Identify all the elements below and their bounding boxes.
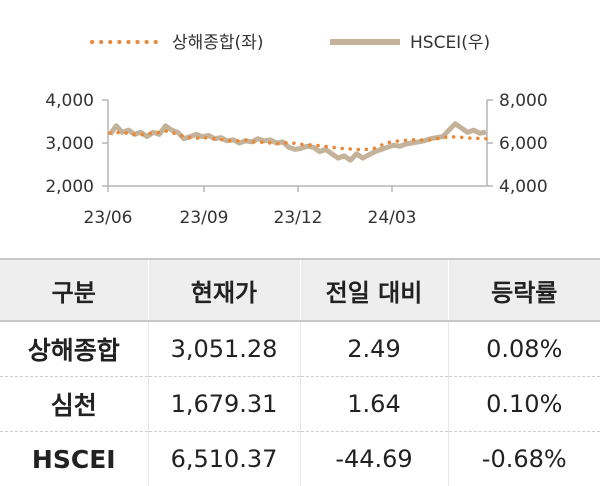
row-current-price: 1,679.31	[148, 377, 300, 432]
right-tick-label: 4,000	[499, 177, 548, 197]
header-category: 구분	[0, 259, 148, 321]
row-current-price: 3,051.28	[148, 321, 300, 377]
quote-table-container: 구분 현재가 전일 대비 등락률 상해종합 3,051.28 2.49 0.08…	[0, 258, 600, 480]
row-change: 1.64	[300, 377, 448, 432]
chart-axes: 4,000 3,000 2,000 8,000 6,000 4,000 23/06 23/09…	[45, 91, 547, 228]
x-tick-label: 23/06	[84, 208, 133, 228]
series-line-hscei	[110, 124, 486, 161]
legend-label-series2: HSCEI(우)	[410, 33, 490, 53]
legend-label-series1: 상해종합(좌)	[172, 33, 263, 53]
row-change-rate: 0.10%	[448, 377, 600, 432]
left-tick-label: 2,000	[45, 177, 94, 197]
index-line-chart: 상해종합(좌) HSCEI(우) 4,000 3,000 2,000 8,000 6,0…	[0, 0, 600, 255]
right-tick-label: 6,000	[499, 134, 548, 154]
row-label: 심천	[0, 377, 148, 432]
row-change: -44.69	[300, 432, 448, 486]
left-tick-label: 3,000	[45, 134, 94, 154]
row-change-rate: -0.68%	[448, 432, 600, 486]
row-change: 2.49	[300, 321, 448, 377]
left-tick-label: 4,000	[45, 91, 94, 111]
x-tick-label: 23/09	[180, 208, 229, 228]
quote-table: 구분 현재가 전일 대비 등락률 상해종합 3,051.28 2.49 0.08…	[0, 258, 600, 486]
row-change-rate: 0.08%	[448, 321, 600, 377]
right-tick-label: 8,000	[499, 91, 548, 111]
row-label: HSCEI	[0, 432, 148, 486]
table-row: 상해종합 3,051.28 2.49 0.08%	[0, 321, 600, 377]
table-row: HSCEI 6,510.37 -44.69 -0.68%	[0, 432, 600, 486]
row-current-price: 6,510.37	[148, 432, 300, 486]
header-current-price: 현재가	[148, 259, 300, 321]
legend: 상해종합(좌) HSCEI(우)	[92, 33, 490, 53]
header-change: 전일 대비	[300, 259, 448, 321]
x-tick-label: 24/03	[368, 208, 417, 228]
table-row: 심천 1,679.31 1.64 0.10%	[0, 377, 600, 432]
row-label: 상해종합	[0, 321, 148, 377]
header-change-rate: 등락률	[448, 259, 600, 321]
chart-series	[110, 124, 486, 161]
table-header-row: 구분 현재가 전일 대비 등락률	[0, 259, 600, 321]
x-tick-label: 23/12	[274, 208, 323, 228]
